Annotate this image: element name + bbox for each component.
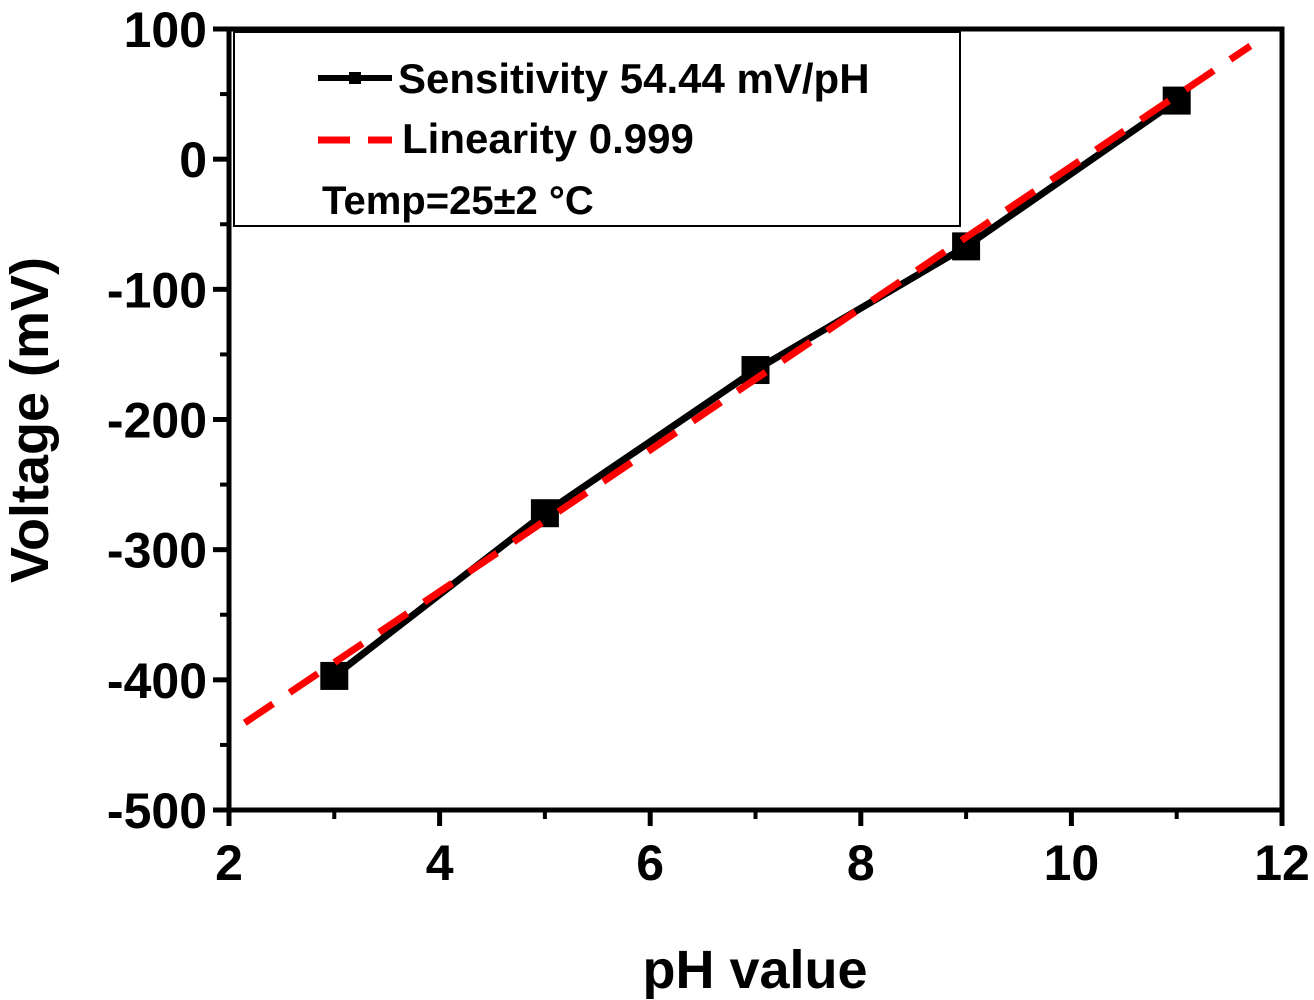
y-tick-label: 0 bbox=[179, 132, 207, 188]
x-axis-title: pH value bbox=[642, 940, 867, 1000]
legend-entry-sensitivity: Sensitivity 54.44 mV/pH bbox=[318, 55, 870, 102]
legend-linearity-label: Linearity 0.999 bbox=[402, 115, 694, 162]
temperature-annotation: Temp=25±2 °C bbox=[322, 179, 594, 223]
y-tick-label: -400 bbox=[107, 653, 207, 709]
y-axis-title: Voltage (mV) bbox=[0, 257, 60, 583]
x-tick-label: 12 bbox=[1254, 835, 1310, 891]
data-point-marker bbox=[320, 661, 349, 690]
ticks-layer bbox=[213, 26, 1285, 826]
data-point-marker bbox=[530, 499, 559, 528]
linearity-fit-line bbox=[242, 43, 1253, 726]
y-tick-label: -200 bbox=[107, 393, 207, 449]
legend: Sensitivity 54.44 mV/pH Linearity 0.999 … bbox=[233, 31, 961, 227]
legend-sensitivity-marker bbox=[349, 72, 361, 84]
tick-labels-layer: 2 4 6 8 10 12 100 0 -100 -200 -300 -400 -500 bbox=[107, 2, 1310, 891]
y-tick-label: -500 bbox=[107, 783, 207, 839]
x-tick-label: 10 bbox=[1044, 835, 1100, 891]
y-tick-label: -300 bbox=[107, 523, 207, 579]
legend-entry-linearity: Linearity 0.999 bbox=[318, 115, 694, 162]
x-tick-label: 8 bbox=[847, 835, 875, 891]
x-tick-label: 2 bbox=[215, 835, 243, 891]
x-tick-label: 6 bbox=[636, 835, 664, 891]
legend-box bbox=[233, 31, 961, 227]
y-tick-label: -100 bbox=[107, 262, 207, 318]
y-tick-label: 100 bbox=[124, 2, 207, 58]
legend-sensitivity-label: Sensitivity 54.44 mV/pH bbox=[398, 55, 870, 102]
series-layer bbox=[242, 43, 1253, 726]
x-tick-label: 4 bbox=[426, 835, 454, 891]
